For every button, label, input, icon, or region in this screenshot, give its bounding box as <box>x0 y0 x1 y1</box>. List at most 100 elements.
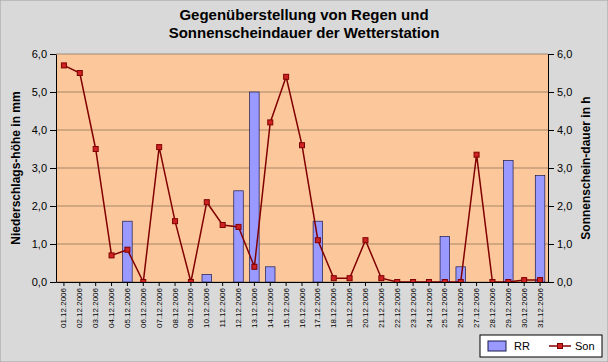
tick-mark <box>222 282 223 286</box>
bar <box>218 282 228 283</box>
tick-label: 15.12.2006 <box>282 287 291 328</box>
tick-label: 09.12.2006 <box>186 287 195 328</box>
tick-mark <box>460 282 461 286</box>
bar <box>250 92 260 282</box>
marker <box>252 264 257 269</box>
tick: 05.12.2006 <box>123 282 132 328</box>
axis-line <box>56 55 57 283</box>
tick-label: 4,0 <box>557 124 572 136</box>
tick: 30.12.2006 <box>520 282 529 328</box>
marker <box>300 143 305 148</box>
tick: 25.12.2006 <box>440 282 449 328</box>
tick-mark <box>159 282 160 286</box>
tick-label: 3,0 <box>557 162 572 174</box>
marker <box>315 238 320 243</box>
tick-mark <box>286 282 287 286</box>
tick-mark <box>63 282 64 286</box>
plot-background <box>56 54 548 282</box>
tick-mark <box>50 282 56 283</box>
tick-label: 30.12.2006 <box>520 287 529 328</box>
bar <box>170 282 180 283</box>
tick-label: 26.12.2006 <box>456 287 465 328</box>
tick: 3,0 <box>548 162 572 174</box>
marker <box>426 280 431 283</box>
tick-mark <box>540 282 541 286</box>
tick-mark <box>317 282 318 286</box>
legend-marker <box>558 344 563 349</box>
marker <box>538 278 543 282</box>
tick-mark <box>428 282 429 286</box>
tick: 28.12.2006 <box>488 282 497 328</box>
tick: 15.12.2006 <box>282 282 291 328</box>
bar <box>202 274 212 282</box>
marker <box>141 280 146 283</box>
legend-label: Son <box>575 340 595 352</box>
bar <box>265 267 275 282</box>
marker <box>474 152 479 157</box>
tick-mark <box>333 282 334 286</box>
bar <box>440 236 450 282</box>
tick: 04.12.2006 <box>107 282 116 328</box>
tick: 03.12.2006 <box>91 282 100 328</box>
tick-mark <box>50 244 56 245</box>
y-axis: 0,01,02,03,04,05,06,0 <box>32 48 57 288</box>
tick-label: 02.12.2006 <box>75 287 84 328</box>
bar <box>329 282 339 283</box>
tick-mark <box>524 282 525 286</box>
tick: 4,0 <box>548 124 572 136</box>
marker <box>268 120 273 125</box>
tick-label: 14.12.2006 <box>266 287 275 328</box>
tick-label: 28.12.2006 <box>488 287 497 328</box>
marker <box>363 238 368 243</box>
tick-mark <box>476 282 477 286</box>
tick-mark <box>349 282 350 286</box>
marker <box>188 280 193 283</box>
tick: 19.12.2006 <box>345 282 354 328</box>
tick-mark <box>50 168 56 169</box>
tick-label: 29.12.2006 <box>504 287 513 328</box>
tick-mark <box>79 282 80 286</box>
tick-label: 12.12.2006 <box>234 287 243 328</box>
tick: 27.12.2006 <box>472 282 481 328</box>
tick-label: 31.12.2006 <box>536 287 545 328</box>
tick: 6,0 <box>548 48 572 60</box>
tick-label: 06.12.2006 <box>139 287 148 328</box>
tick: 10.12.2006 <box>202 282 211 328</box>
bar <box>281 282 291 283</box>
tick: 31.12.2006 <box>536 282 545 328</box>
tick-mark <box>238 282 239 286</box>
tick-mark <box>548 206 554 207</box>
bar <box>504 160 514 282</box>
tick-label: 2,0 <box>557 200 572 212</box>
tick-label: 19.12.2006 <box>345 287 354 328</box>
tick: 26.12.2006 <box>456 282 465 328</box>
line <box>64 65 540 282</box>
legend: RRSon <box>480 335 602 357</box>
tick-mark <box>365 282 366 286</box>
tick: 17.12.2006 <box>313 282 322 328</box>
tick-label: 5,0 <box>557 86 572 98</box>
tick-mark <box>413 282 414 286</box>
bar <box>154 282 164 283</box>
tick-mark <box>190 282 191 286</box>
grid-line <box>56 206 548 207</box>
tick-label: 16.12.2006 <box>298 287 307 328</box>
tick-label: 1,0 <box>32 238 47 250</box>
tick-mark <box>50 130 56 131</box>
marker <box>458 280 463 283</box>
marker <box>379 276 384 281</box>
bar <box>377 282 387 283</box>
tick-mark <box>50 206 56 207</box>
tick-label: 08.12.2006 <box>171 287 180 328</box>
marker <box>442 280 447 283</box>
tick-mark <box>548 282 554 283</box>
bar <box>75 282 85 283</box>
tick: 24.12.2006 <box>425 282 434 328</box>
tick-label: 17.12.2006 <box>313 287 322 328</box>
marker <box>77 71 82 76</box>
tick: 18.12.2006 <box>329 282 338 328</box>
tick-mark <box>548 244 554 245</box>
marker <box>411 280 416 283</box>
tick-label: 13.12.2006 <box>250 287 259 328</box>
tick-label: 4,0 <box>32 124 47 136</box>
